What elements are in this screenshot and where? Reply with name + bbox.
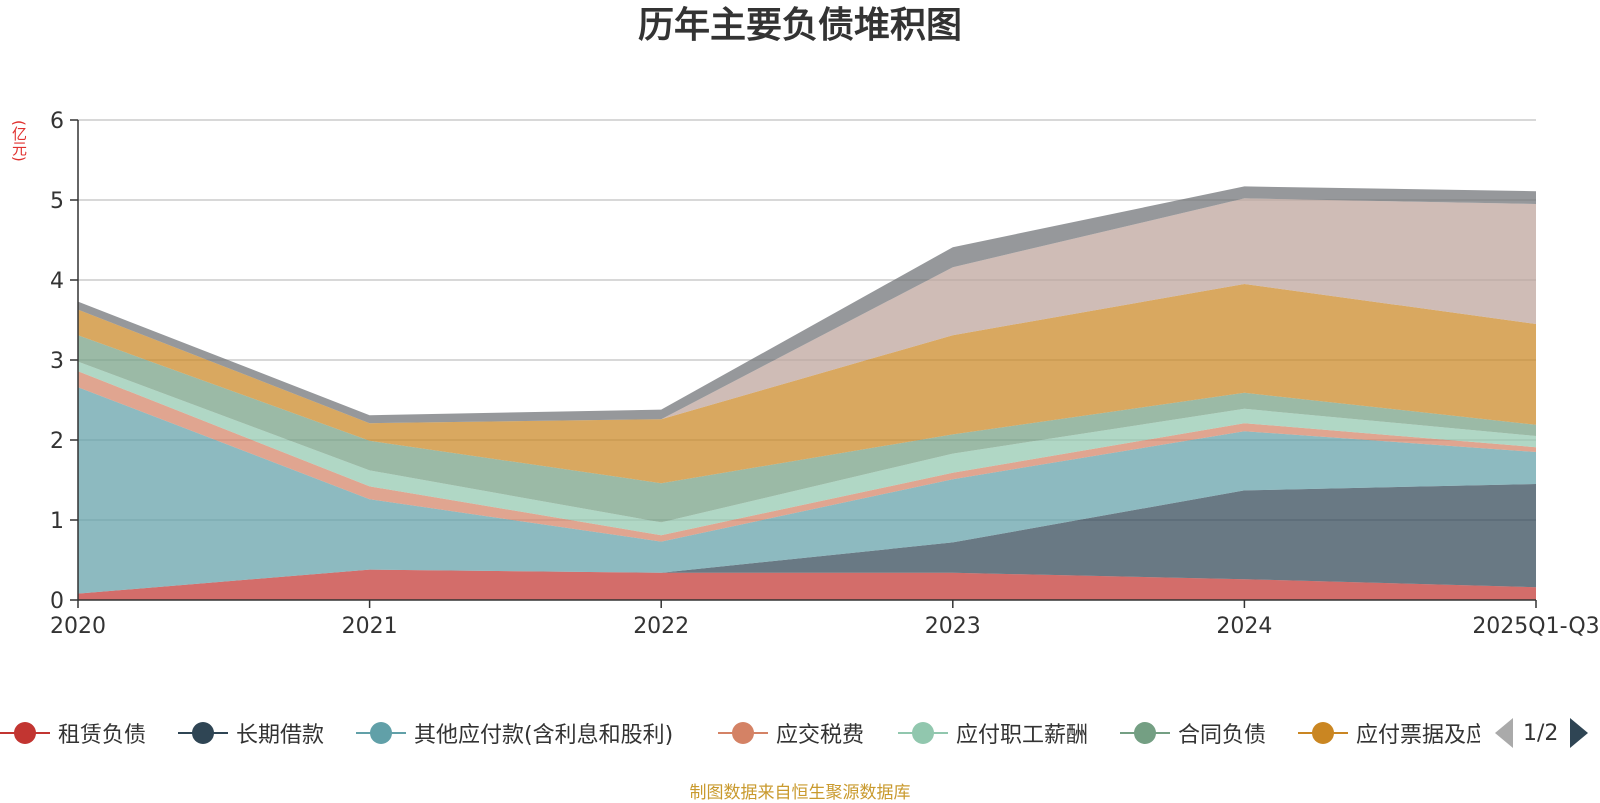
legend-label: 长期借款 bbox=[236, 723, 325, 748]
x-tick-label-2021: 2021 bbox=[342, 614, 398, 639]
legend-item-1[interactable]: 租赁负债 bbox=[0, 713, 146, 753]
area-series-2 bbox=[78, 484, 1536, 594]
legend-label: 应付票据及应付账款 bbox=[1356, 723, 1480, 748]
y-tick-label-5: 5 bbox=[50, 189, 64, 214]
legend-items: 租赁负债 长期借款 其他应付款(含利息和股利) 应交税费 应付职工薪酬 合同负债 应付票据及… bbox=[0, 713, 1480, 753]
area-series-3 bbox=[78, 387, 1536, 594]
x-tick-label-2023: 2023 bbox=[925, 614, 981, 639]
y-tick-label-0: 0 bbox=[50, 589, 64, 614]
area-series-4 bbox=[78, 371, 1536, 542]
y-tick-label-1: 1 bbox=[50, 509, 64, 534]
legend-marker-icon bbox=[356, 719, 406, 747]
legend-marker-icon bbox=[718, 719, 768, 747]
legend-item-2[interactable]: 长期借款 bbox=[178, 713, 324, 753]
legend-label: 租赁负债 bbox=[58, 723, 147, 748]
y-tick-label-2: 2 bbox=[50, 429, 64, 454]
y-tick-label-4: 4 bbox=[50, 269, 64, 294]
area-series-1 bbox=[78, 569, 1536, 600]
legend-item-6[interactable]: 合同负债 bbox=[1120, 713, 1266, 753]
legend-marker-icon bbox=[898, 719, 948, 747]
y-tick-label-3: 3 bbox=[50, 349, 64, 374]
area-series-8 bbox=[78, 198, 1536, 424]
y-tick-label-6: 6 bbox=[50, 109, 64, 134]
legend: 租赁负债 长期借款 其他应付款(含利息和股利) 应交税费 应付职工薪酬 合同负债 应付票据及… bbox=[0, 713, 1600, 753]
legend-page-indicator: 1/2 bbox=[1523, 720, 1559, 746]
legend-marker-icon bbox=[178, 719, 228, 747]
legend-prev-page-icon[interactable] bbox=[1495, 718, 1513, 748]
legend-marker-icon bbox=[0, 719, 50, 747]
x-tick-label-2025Q1-Q3: 2025Q1-Q3 bbox=[1472, 614, 1599, 639]
legend-item-4[interactable]: 应交税费 bbox=[718, 713, 864, 753]
legend-pager: 1/2 bbox=[1495, 713, 1589, 753]
data-source-note: 制图数据来自恒生聚源数据库 bbox=[689, 783, 911, 803]
x-tick-label-2022: 2022 bbox=[633, 614, 689, 639]
legend-label: 合同负债 bbox=[1178, 723, 1267, 748]
chart-title: 历年主要负债堆积图 bbox=[637, 5, 962, 46]
legend-item-3[interactable]: 其他应付款(含利息和股利) bbox=[356, 713, 673, 753]
legend-marker-icon bbox=[1120, 719, 1170, 747]
x-tick-label-2020: 2020 bbox=[50, 614, 106, 639]
y-axis-unit-label: (亿元) bbox=[10, 120, 28, 162]
legend-item-5[interactable]: 应付职工薪酬 bbox=[898, 713, 1088, 753]
legend-label: 其他应付款(含利息和股利) bbox=[414, 723, 674, 748]
legend-next-page-icon[interactable] bbox=[1570, 718, 1589, 748]
legend-marker-icon bbox=[1298, 719, 1348, 747]
legend-label: 应付职工薪酬 bbox=[956, 723, 1089, 748]
stacked-area-chart: 0 1 2 3 4 5 6 2020 2021 2022 2023 2024 2025Q1-Q3 bbox=[50, 109, 1600, 639]
area-series-6 bbox=[78, 335, 1536, 523]
legend-item-7[interactable]: 应付票据及应付账款 bbox=[1298, 713, 1480, 753]
x-tick-label-2024: 2024 bbox=[1216, 614, 1272, 639]
area-series-5 bbox=[78, 361, 1536, 536]
area-series-7 bbox=[78, 284, 1536, 484]
legend-label: 应交税费 bbox=[776, 723, 865, 748]
